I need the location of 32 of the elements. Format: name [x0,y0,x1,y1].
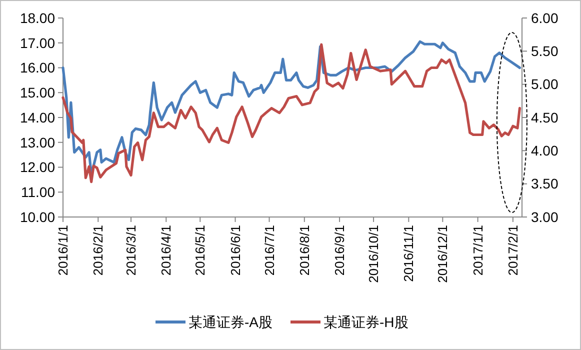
x-tick-label: 2017/1/1 [470,225,486,276]
y-tick-label: 13.00 [20,134,56,150]
y2-tick-label: 5.50 [531,43,558,60]
y2-tick-label: 3.00 [531,208,558,225]
y-tick-label: 10.00 [20,208,56,225]
x-tick-label: 2016/2/1 [90,225,106,276]
x-tick-label: 2016/7/1 [262,225,277,276]
y-tick-label: 18.00 [20,10,56,26]
y-tick-label: 16.00 [20,60,56,76]
y-tick-label: 12.00 [20,159,56,176]
x-tick-label: 2016/5/1 [192,225,208,276]
y2-tick-label: 6.00 [531,10,558,26]
x-tick-label: 2016/8/1 [296,225,312,276]
legend-label: 某通证券-A股 [188,314,272,330]
y-tick-label: 14.00 [20,109,56,126]
y-tick-label: 17.00 [20,34,56,51]
y-tick-label: 15.00 [20,84,56,101]
x-tick-label: 2017/2/1 [505,225,520,276]
x-tick-label: 2016/4/1 [158,225,174,276]
x-tick-label: 2016/1/1 [56,225,71,276]
x-tick-label: 2016/11/1 [401,225,416,282]
legend-label: 某通证券-H股 [324,314,408,330]
y2-tick-label: 4.50 [531,109,558,126]
y2-tick-label: 4.00 [531,142,558,159]
y2-tick-label: 5.00 [531,76,558,92]
x-tick-label: 2016/12/1 [435,225,450,283]
x-tick-label: 2016/10/1 [366,225,382,283]
y2-tick-label: 3.50 [531,176,558,192]
x-tick-label: 2016/6/1 [228,225,243,276]
x-tick-label: 2016/9/1 [332,225,348,276]
x-tick-label: 2016/3/1 [124,225,139,276]
y-tick-label: 11.00 [21,184,56,200]
